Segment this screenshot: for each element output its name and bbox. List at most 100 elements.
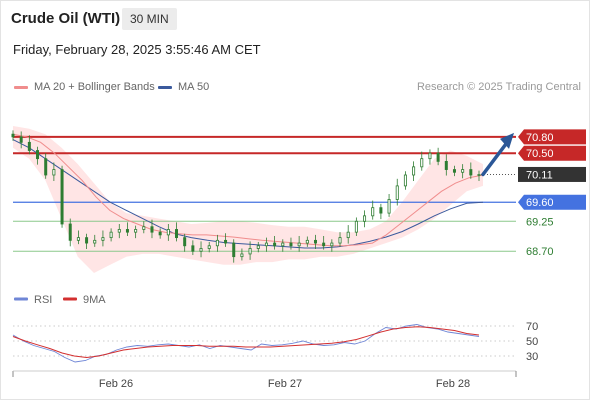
last-price-tag xyxy=(518,166,586,182)
rsi-ma-legend-label: 9MA xyxy=(83,294,106,306)
candle-body xyxy=(289,242,293,247)
candle-body xyxy=(109,231,113,239)
timestamp: Friday, February 28, 2025 3:55:46 AM CET xyxy=(13,42,261,57)
ma20-line xyxy=(12,133,484,247)
candle-body xyxy=(93,239,97,244)
candle-body xyxy=(469,169,473,176)
rsi-tick-label: 70 xyxy=(526,321,538,333)
candle-body xyxy=(346,231,350,239)
forecast-arrow xyxy=(481,132,514,177)
price-levels xyxy=(13,135,516,252)
ma50-swatch xyxy=(158,85,172,89)
resistance-1-label: 70.50 xyxy=(526,148,554,160)
candle-body xyxy=(224,239,228,244)
rsi-tick-label: 30 xyxy=(526,351,538,363)
x-tick-label: Feb 27 xyxy=(268,378,302,390)
rsi-swatch xyxy=(14,297,28,301)
rsi-ma-swatch xyxy=(63,297,77,301)
timeframe-badge[interactable]: 30 MIN xyxy=(122,8,177,30)
header: Crude Oil (WTI) 30 MIN xyxy=(1,1,589,37)
candle-body xyxy=(281,242,285,247)
candle-body xyxy=(27,141,31,151)
candle-body xyxy=(256,245,260,249)
x-tick-label: Feb 28 xyxy=(436,378,470,390)
resistance-2-label: 70.80 xyxy=(526,132,554,144)
research-credit: Research © 2025 Trading Central xyxy=(416,81,581,93)
candle-body xyxy=(363,215,367,222)
candle-body xyxy=(166,229,170,236)
moving-averages xyxy=(12,133,484,249)
support-2-label: 68.70 xyxy=(526,246,554,258)
candle-body xyxy=(354,220,358,233)
candle-body xyxy=(150,226,154,233)
resistance-2-tag xyxy=(518,129,586,145)
candle-body xyxy=(36,150,40,160)
x-axis: Feb 26 Feb 27 Feb 28 xyxy=(12,370,517,390)
candle-body xyxy=(371,207,375,217)
candle-body xyxy=(444,160,448,170)
ma20-legend-label: MA 20 + Bollinger Bands xyxy=(34,81,155,93)
candle-body xyxy=(461,169,465,173)
candle-body xyxy=(175,229,179,239)
legend-ma20: MA 20 + Bollinger Bands xyxy=(14,81,155,93)
candle-body xyxy=(158,231,162,236)
candle-body xyxy=(142,226,146,230)
candle-body xyxy=(125,229,129,233)
candle-body xyxy=(273,242,277,247)
candle-body xyxy=(403,174,407,187)
forecast-arrow-head xyxy=(500,132,514,149)
instrument-title: Crude Oil (WTI) xyxy=(11,10,121,27)
candle-body xyxy=(379,207,383,214)
candle-body xyxy=(313,239,317,244)
ma50-line xyxy=(12,139,484,249)
bollinger-band-fill xyxy=(13,126,483,273)
candle-body xyxy=(387,199,391,214)
candle-body xyxy=(134,229,138,233)
rsi-tick-label: 50 xyxy=(526,336,538,348)
candle-body xyxy=(338,237,342,244)
candle-body xyxy=(44,158,48,176)
candle-body xyxy=(297,242,301,247)
candle-body xyxy=(240,253,244,258)
candle-body xyxy=(199,248,203,252)
candle-body xyxy=(330,242,334,247)
candles xyxy=(11,130,481,263)
candle-body xyxy=(52,169,56,176)
candle-body xyxy=(395,185,399,200)
forecast-arrow-shaft xyxy=(481,142,508,177)
resistance-1-tag xyxy=(518,145,586,161)
level-labels: 70.80 70.50 70.11 69.60 69.25 68.70 xyxy=(518,129,586,258)
candle-body xyxy=(19,136,23,143)
candle-body xyxy=(436,152,440,162)
candle-body xyxy=(101,237,105,241)
candle-body xyxy=(76,237,80,241)
pivot-tag xyxy=(518,194,586,210)
candle-body xyxy=(452,169,456,173)
candle-body xyxy=(305,239,309,244)
rsi-legend: RSI 9MA xyxy=(14,294,106,306)
candle-body xyxy=(183,237,187,247)
candle-body xyxy=(68,223,72,241)
candle-body xyxy=(117,229,121,233)
candle-body xyxy=(248,248,252,255)
candle-body xyxy=(412,166,416,176)
candle-body xyxy=(85,237,89,244)
rsi-panel: 70 50 30 xyxy=(12,321,538,363)
ma20-swatch xyxy=(14,85,28,89)
candle-body xyxy=(191,245,195,252)
candle-body xyxy=(11,133,15,138)
rsi-legend-label: RSI xyxy=(34,294,52,306)
candle-body xyxy=(322,242,326,247)
candle-body xyxy=(215,239,219,247)
bollinger-band xyxy=(13,126,483,273)
pivot-label: 69.60 xyxy=(526,197,554,209)
support-1-label: 69.25 xyxy=(526,216,554,228)
x-tick-label: Feb 26 xyxy=(99,378,133,390)
candle-body xyxy=(420,158,424,168)
candle-body xyxy=(60,169,64,225)
rsi-ma-line xyxy=(12,326,480,359)
legend-ma50: MA 50 xyxy=(158,81,209,93)
candle-body xyxy=(264,242,268,247)
